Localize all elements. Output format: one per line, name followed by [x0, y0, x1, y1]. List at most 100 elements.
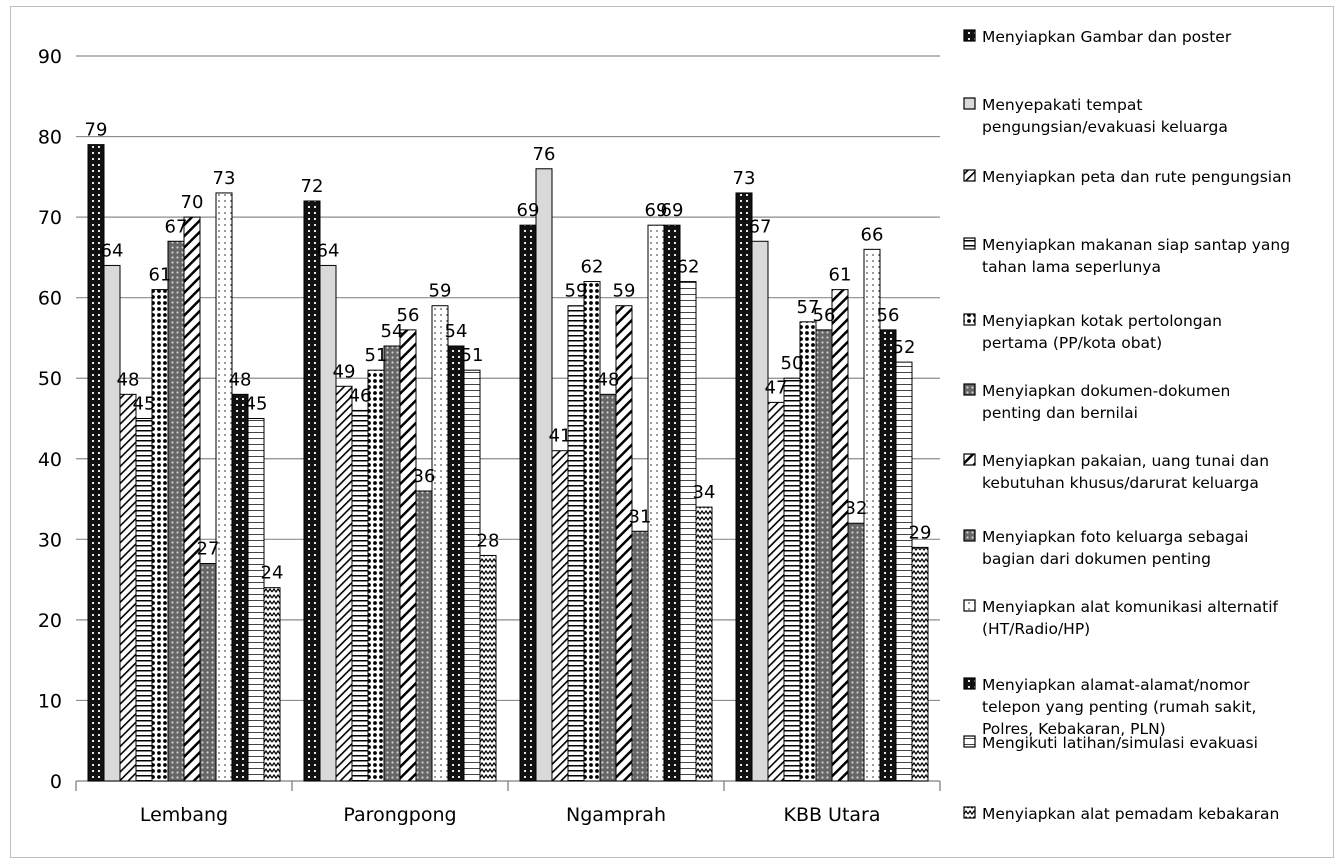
bar: [631, 530, 649, 782]
bar: [695, 506, 713, 782]
bar: [247, 418, 265, 782]
legend-label: telepon yang penting (rumah sakit,: [982, 698, 1256, 716]
bar: [199, 563, 217, 782]
bar: [783, 377, 801, 782]
bar: [351, 409, 369, 782]
bar: [367, 369, 385, 782]
data-label: 51: [365, 345, 388, 366]
data-label: 61: [149, 265, 172, 286]
data-label: 45: [133, 394, 156, 415]
bar: [767, 401, 785, 782]
legend-label: penting dan bernilai: [982, 404, 1138, 422]
bar: [911, 546, 929, 782]
data-label: 54: [445, 321, 468, 342]
bar: [383, 345, 401, 782]
bar: [479, 554, 497, 782]
bar: [663, 224, 681, 782]
data-label: 48: [597, 369, 620, 390]
legend-swatch: [963, 677, 976, 690]
y-tick-label: 70: [38, 207, 62, 229]
legend-label: Menyiapkan alat komunikasi alternatif: [982, 598, 1279, 616]
bar: [415, 490, 433, 782]
data-label: 36: [413, 466, 436, 487]
y-tick-label: 0: [50, 771, 62, 793]
legend-label: tahan lama seperlunya: [982, 258, 1161, 276]
legend-swatch: [963, 806, 976, 819]
data-label: 24: [261, 563, 284, 584]
legend-label: Menyiapkan makanan siap santap yang: [982, 236, 1290, 254]
data-label: 70: [181, 192, 204, 213]
y-tick-label: 40: [38, 449, 62, 471]
category-label: Ngamprah: [566, 804, 666, 826]
legend-swatch: [963, 383, 976, 396]
bar: [535, 168, 553, 782]
y-tick-label: 30: [38, 529, 62, 551]
bar: [831, 289, 849, 782]
bar: [303, 200, 321, 782]
data-label: 56: [397, 305, 420, 326]
data-label: 79: [85, 120, 108, 141]
data-label: 64: [101, 240, 124, 261]
legend-label: Menyiapkan kotak pertolongan: [982, 312, 1222, 330]
x-axis: Lembang Parongpong Ngamprah KBB Utara: [75, 781, 941, 826]
data-label: 73: [733, 168, 756, 189]
data-label: 41: [549, 426, 572, 447]
data-label: 47: [765, 377, 788, 398]
data-label: 54: [381, 321, 404, 342]
bars: [87, 144, 929, 782]
legend-swatch: [963, 599, 976, 612]
data-label: 29: [909, 522, 932, 543]
legend-label: Menyiapkan dokumen-dokumen: [982, 382, 1230, 400]
bar: [895, 361, 913, 782]
data-label: 34: [693, 482, 716, 503]
data-label: 72: [301, 176, 324, 197]
legend-label: pertama (PP/kota obat): [982, 334, 1162, 352]
data-label: 59: [613, 281, 636, 302]
bar: [799, 321, 817, 782]
legend-swatch: [963, 29, 976, 42]
bar: [319, 264, 337, 782]
bar: [335, 385, 353, 782]
y-tick-label: 60: [38, 288, 62, 310]
bar: [231, 393, 249, 782]
bar: [135, 418, 153, 782]
data-label: 28: [477, 530, 500, 551]
data-label: 62: [677, 257, 700, 278]
y-tick-label: 10: [38, 690, 62, 712]
legend-swatch: [963, 97, 976, 110]
bar: [447, 345, 465, 782]
legend-label: Menyiapkan alamat-alamat/nomor: [982, 676, 1250, 694]
legend-label: kebutuhan khusus/darurat keluarga: [982, 474, 1259, 492]
bar: [151, 289, 169, 782]
legend-label: pengungsian/evakuasi keluarga: [982, 118, 1228, 136]
legend-label: Menyiapkan Gambar dan poster: [982, 28, 1232, 46]
data-label: 73: [213, 168, 236, 189]
data-label: 66: [861, 224, 884, 245]
bar: [215, 192, 233, 782]
bar: [879, 329, 897, 782]
data-label: 62: [581, 257, 604, 278]
legend-label: (HT/Radio/HP): [982, 620, 1090, 638]
bar: [735, 192, 753, 782]
data-label: 46: [349, 385, 372, 406]
category-label: Lembang: [140, 804, 228, 826]
bar: [431, 305, 449, 782]
data-label: 64: [317, 240, 340, 261]
data-label: 27: [197, 539, 220, 560]
data-label: 57: [797, 297, 820, 318]
data-label: 69: [661, 200, 684, 221]
data-label: 56: [877, 305, 900, 326]
data-label: 48: [229, 369, 252, 390]
data-label: 76: [533, 144, 556, 165]
legend-swatch: [963, 169, 976, 182]
bar: [399, 329, 417, 782]
legend-label: Mengikuti latihan/simulasi evakuasi: [982, 734, 1258, 752]
data-label: 52: [893, 337, 916, 358]
y-tick-label: 20: [38, 610, 62, 632]
data-label: 50: [781, 353, 804, 374]
bar: [183, 216, 201, 782]
legend-swatch: [963, 529, 976, 542]
data-label: 48: [117, 369, 140, 390]
data-label: 69: [645, 200, 668, 221]
